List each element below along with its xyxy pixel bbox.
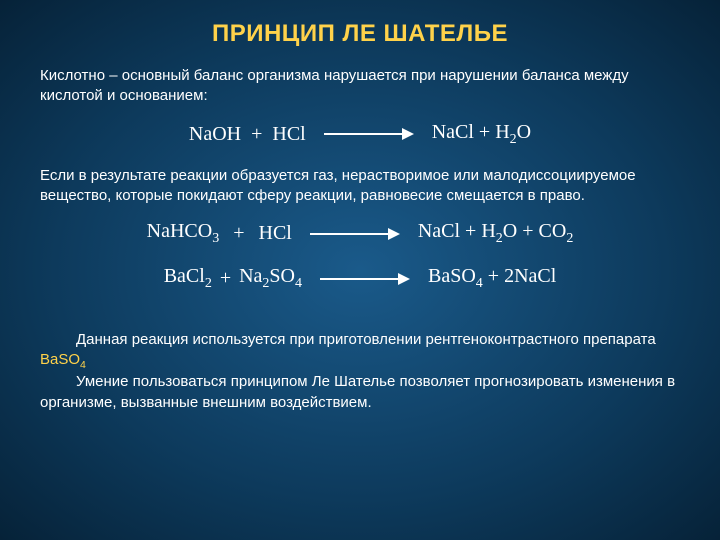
eq3-l2: Na2SO4	[239, 265, 302, 292]
eq1-op: +	[251, 123, 262, 146]
paragraph-3: Данная реакция используется при приготов…	[40, 330, 680, 372]
eq2-l1: NaHCO3	[147, 220, 220, 247]
eq3-l1: BaCl2	[164, 265, 212, 292]
eq2-right: NaCl + H2O + CO2	[418, 220, 573, 247]
equation-1: NaOH + HCl NaCl + H2O	[40, 121, 680, 148]
arrow-icon	[320, 272, 410, 286]
eq2-l2: HCl	[259, 222, 292, 245]
paragraph-1: Кислотно – основный баланс организма нар…	[40, 66, 680, 107]
eq3-op: +	[220, 267, 231, 290]
eq1-right: NaCl + H2O	[432, 121, 531, 148]
eq2-op: +	[233, 222, 244, 245]
eq3-right: BaSO4 + 2NaCl	[428, 265, 556, 292]
paragraph-2: Если в результате реакции образуется газ…	[40, 166, 680, 207]
formula-highlight: BaSO4	[40, 351, 86, 368]
eq1-left2: HCl	[272, 123, 305, 146]
equation-3: BaCl2 + Na2SO4 BaSO4 + 2NaCl	[40, 265, 680, 292]
paragraph-4: Умение пользоваться принципом Ле Шателье…	[40, 372, 680, 413]
bottom-text: Данная реакция используется при приготов…	[40, 330, 680, 413]
eq1-left1: NaOH	[189, 123, 241, 146]
slide: ПРИНЦИП ЛЕ ШАТЕЛЬЕ Кислотно – основный б…	[0, 0, 720, 540]
arrow-icon	[310, 227, 400, 241]
arrow-icon	[324, 127, 414, 141]
equation-2: NaHCO3 + HCl NaCl + H2O + CO2	[40, 220, 680, 247]
slide-title: ПРИНЦИП ЛЕ ШАТЕЛЬЕ	[40, 20, 680, 48]
